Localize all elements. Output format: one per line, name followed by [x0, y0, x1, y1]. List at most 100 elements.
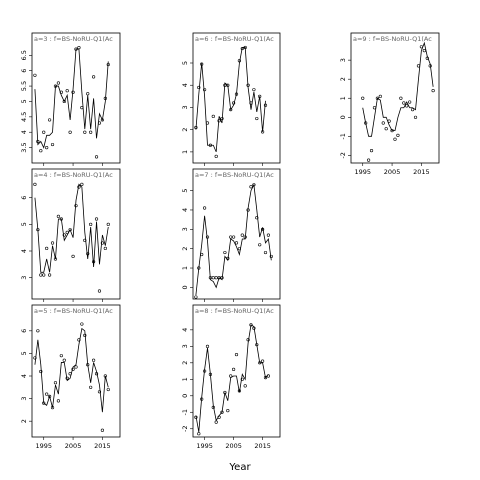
observed-point [97, 289, 102, 293]
observed-point [223, 390, 227, 395]
y-tick-label: 2 [181, 361, 189, 365]
x-tick-label: 2005 [65, 442, 82, 450]
panel-frame [31, 168, 121, 300]
observed-point [234, 92, 239, 96]
observed-point [47, 394, 52, 398]
observed-point [33, 73, 37, 77]
observed-point [211, 405, 215, 409]
observed-point [53, 84, 58, 88]
panel: a=6 : f=BS-NoRU-Q1(Ac 1 2 3 4 5 [181, 32, 281, 166]
y-tick-label: 3 [20, 397, 28, 401]
strip-label: a=9 : f=BS-NoRU-Q1(Ac [353, 35, 432, 43]
x-tick-label: 1995 [35, 442, 52, 450]
observed-point [197, 266, 201, 270]
observed-point [208, 143, 212, 147]
observed-point [232, 101, 236, 105]
panel: a=5 : f=BS-NoRU-Q1(Ac 2 3 4 5 6 1995 2005 2015 [20, 304, 121, 450]
observed-point [45, 392, 49, 396]
observed-point [200, 62, 204, 66]
observed-point [205, 235, 210, 239]
observed-point [200, 397, 204, 401]
y-tick-label: 1 [181, 266, 189, 270]
fitted-series-line [362, 41, 434, 137]
observed-point [197, 432, 201, 436]
observed-point [252, 183, 256, 187]
observed-point [94, 372, 99, 376]
y-tick-label: 3 [20, 276, 28, 280]
observed-point [71, 90, 75, 94]
y-tick-label: -1 [339, 133, 347, 139]
observed-point [249, 185, 253, 189]
observed-point [431, 89, 435, 93]
observed-point [261, 227, 265, 231]
observed-point [425, 56, 429, 60]
fitted-series-line [195, 324, 269, 433]
observed-point [381, 121, 385, 125]
observed-point [203, 88, 207, 92]
observed-point [100, 241, 104, 245]
observed-point [65, 376, 69, 380]
observed-point [42, 401, 46, 405]
observed-point [45, 246, 49, 250]
y-tick-label: 4.5 [20, 112, 28, 122]
y-tick-label: 4 [181, 83, 189, 87]
observed-point [367, 158, 371, 162]
fitted-series-line [34, 183, 109, 273]
observed-point [208, 372, 212, 376]
x-tick-label: 2015 [413, 168, 430, 176]
observed-point [384, 127, 388, 131]
observed-point [91, 358, 96, 362]
observed-point [194, 295, 198, 299]
strip-label: a=5 : f=BS-NoRU-Q1(Ac [34, 307, 113, 315]
observed-point [408, 100, 412, 104]
observed-point [36, 228, 40, 232]
observed-point [91, 260, 96, 264]
x-tick-label: 1995 [196, 442, 213, 450]
observed-point [229, 374, 233, 378]
x-tick-label: 2015 [94, 442, 111, 450]
observed-point [103, 246, 107, 250]
observed-point [232, 367, 236, 372]
observed-point [77, 185, 81, 189]
x-tick-label: 2015 [254, 442, 271, 450]
observed-point [103, 96, 107, 100]
observed-point [243, 45, 247, 50]
observed-point [80, 106, 84, 110]
observed-point [103, 374, 107, 378]
y-tick-label: 4 [181, 328, 189, 332]
observed-point [243, 384, 247, 388]
observed-point [50, 142, 55, 147]
fitted-series-line [195, 47, 266, 153]
observed-point [200, 252, 204, 257]
y-tick-label: 2 [181, 247, 189, 251]
observed-point [59, 217, 63, 221]
y-tick-label: 1 [181, 150, 189, 154]
y-tick-label: 2 [181, 128, 189, 132]
observed-point [94, 155, 99, 159]
observed-point [263, 250, 268, 255]
observed-point [47, 118, 52, 122]
observed-point [390, 129, 394, 133]
y-tick-label: 2 [20, 419, 28, 423]
observed-point [217, 119, 221, 123]
observed-point [62, 233, 66, 237]
panel: a=7 : f=BS-NoRU-Q1(Ac 0 1 2 3 4 5 [181, 168, 281, 302]
observed-point [252, 88, 256, 92]
observed-point [258, 243, 262, 247]
observed-point [399, 96, 403, 100]
y-tick-label: 3 [339, 58, 347, 62]
observed-point [214, 154, 218, 158]
observed-point [246, 338, 250, 342]
observed-point [89, 130, 93, 134]
y-tick-label: 3 [181, 344, 189, 348]
y-tick-label: 6 [20, 329, 28, 333]
observed-point [405, 104, 409, 108]
observed-point [396, 133, 400, 137]
observed-point [42, 273, 46, 277]
observed-point [89, 222, 93, 226]
observed-point [203, 206, 207, 210]
panel: a=4 : f=BS-NoRU-Q1(Ac 3 4 5 6 [20, 168, 121, 302]
observed-point [53, 381, 58, 385]
observed-point [36, 139, 40, 144]
observed-point [249, 323, 253, 327]
